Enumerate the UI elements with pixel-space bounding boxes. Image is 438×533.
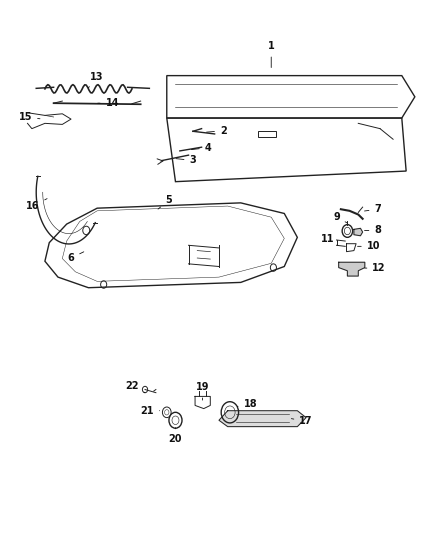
Text: 4: 4	[191, 143, 212, 153]
Text: 5: 5	[158, 195, 172, 209]
Text: 14: 14	[98, 98, 119, 108]
Text: 1: 1	[268, 42, 275, 68]
Text: 19: 19	[196, 382, 209, 400]
Text: 20: 20	[169, 427, 182, 445]
Text: 22: 22	[125, 381, 145, 393]
Polygon shape	[219, 411, 306, 426]
Text: 6: 6	[67, 252, 84, 263]
Polygon shape	[339, 262, 365, 276]
Text: 2: 2	[207, 126, 227, 136]
Polygon shape	[354, 228, 363, 236]
Text: 18: 18	[237, 399, 257, 409]
Text: 12: 12	[365, 263, 386, 273]
Text: 17: 17	[291, 416, 313, 426]
Text: 3: 3	[176, 156, 196, 165]
Text: 8: 8	[364, 225, 381, 236]
Text: 9: 9	[333, 212, 347, 223]
Text: 13: 13	[88, 71, 104, 88]
Text: 15: 15	[18, 112, 40, 122]
Text: 7: 7	[364, 204, 381, 214]
Text: 11: 11	[321, 234, 337, 244]
Text: 21: 21	[141, 406, 159, 416]
Text: 16: 16	[26, 199, 47, 211]
Text: 10: 10	[357, 241, 380, 252]
